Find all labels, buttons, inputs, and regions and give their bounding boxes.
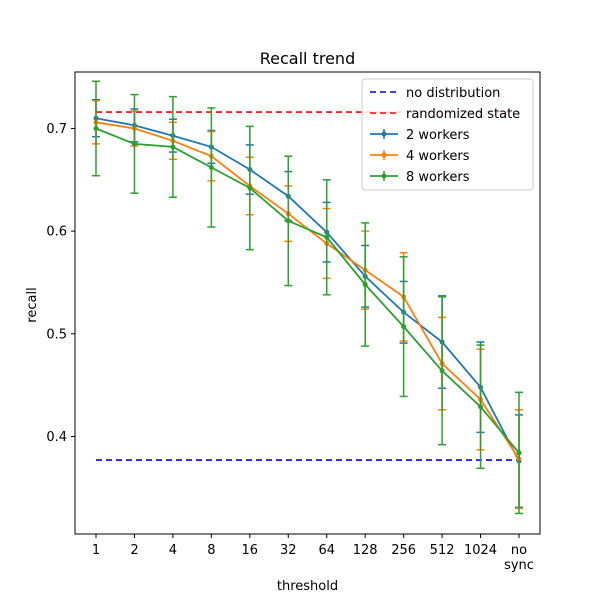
data-point bbox=[401, 324, 407, 330]
legend: no distribution randomized state 2 workers… bbox=[361, 78, 534, 191]
y-tick-label: 0.6 bbox=[46, 225, 67, 240]
data-point bbox=[208, 164, 214, 170]
y-axis-label: recall bbox=[25, 287, 40, 322]
data-point bbox=[93, 125, 99, 131]
plot-area bbox=[92, 80, 523, 515]
data-point bbox=[439, 368, 445, 374]
x-tick-label: 1 bbox=[92, 543, 100, 558]
legend-label: randomized state bbox=[406, 107, 520, 122]
series-line bbox=[95, 117, 520, 462]
data-point bbox=[362, 282, 368, 288]
x-tick-label: 32 bbox=[280, 543, 297, 558]
axis-ticks: 1 2 4 8 16 32 64 128 256 512 1024 no sync 0.4 0.5 0.6 0.… bbox=[46, 122, 534, 573]
legend-label: 8 workers bbox=[406, 170, 470, 185]
x-tick-label: 128 bbox=[353, 543, 378, 558]
y-tick-label: 0.5 bbox=[46, 327, 67, 342]
x-tick-label: 4 bbox=[169, 543, 177, 558]
data-point bbox=[516, 450, 522, 456]
axes-frame bbox=[74, 71, 541, 535]
legend-marker-swatch bbox=[381, 173, 387, 179]
legend-marker-swatch bbox=[381, 152, 387, 158]
legend-label: no distribution bbox=[406, 86, 500, 101]
x-tick-label: 8 bbox=[207, 543, 215, 558]
x-tick-label: 64 bbox=[318, 543, 335, 558]
x-tick-label: 512 bbox=[430, 543, 455, 558]
x-tick-label: 256 bbox=[391, 543, 416, 558]
data-point bbox=[285, 218, 291, 224]
legend-label: 2 workers bbox=[406, 128, 470, 143]
chart-title: Recall trend bbox=[260, 49, 355, 68]
data-point bbox=[478, 404, 484, 410]
data-point bbox=[170, 144, 176, 150]
x-axis-label: threshold bbox=[277, 579, 338, 594]
x-tick-label: 2 bbox=[130, 543, 138, 558]
legend-label: 4 workers bbox=[406, 149, 470, 164]
y-tick-label: 0.7 bbox=[46, 122, 67, 137]
series-line bbox=[95, 127, 520, 454]
y-tick-label: 0.4 bbox=[46, 430, 67, 445]
x-tick-label: 1024 bbox=[464, 543, 497, 558]
data-point bbox=[324, 234, 330, 240]
legend-marker-swatch bbox=[381, 131, 387, 137]
series-2 bbox=[92, 80, 523, 515]
x-tick-label: 16 bbox=[242, 543, 259, 558]
x-tick-label: no sync bbox=[504, 543, 534, 573]
legend-box bbox=[361, 78, 534, 191]
data-point bbox=[131, 141, 137, 147]
data-point bbox=[247, 185, 253, 191]
